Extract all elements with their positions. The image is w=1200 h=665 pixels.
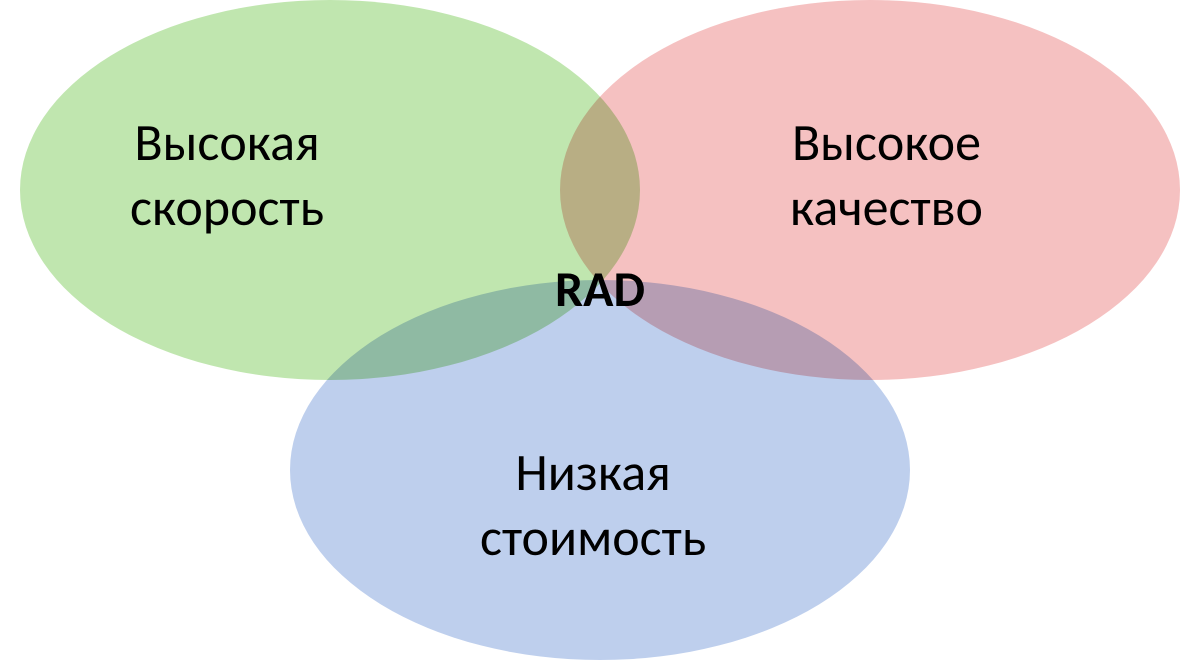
label-quality: Высокое качество bbox=[790, 110, 983, 240]
venn-diagram: Высокая скорость Высокое качество Низкая… bbox=[0, 0, 1200, 665]
label-speed: Высокая скорость bbox=[130, 110, 324, 240]
center-label: RAD bbox=[0, 259, 1200, 320]
label-cost: Низкая стоимость bbox=[480, 440, 706, 570]
